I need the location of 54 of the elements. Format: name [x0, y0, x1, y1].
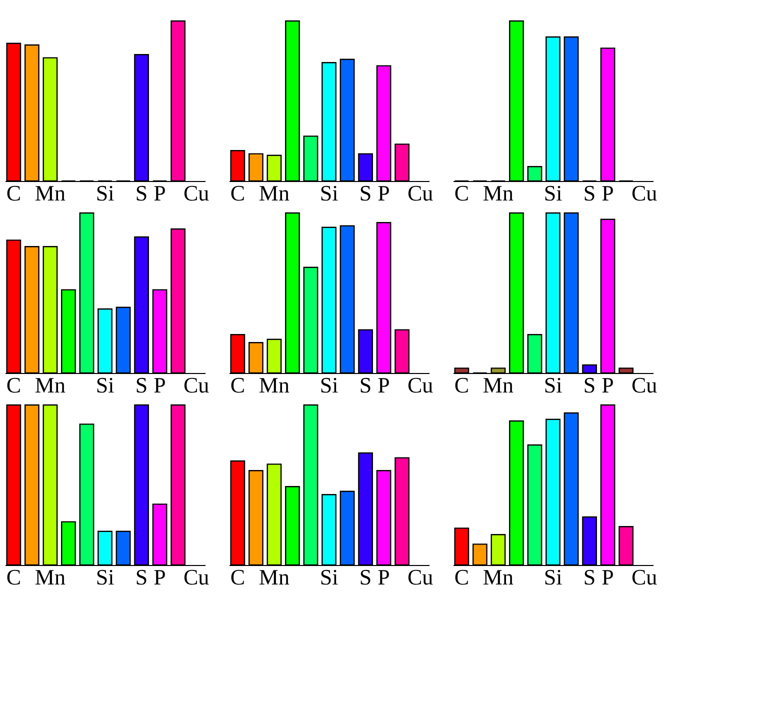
x-tick-label: Si [544, 564, 562, 590]
x-tick-label: Cu [183, 372, 210, 398]
x-tick-label: Si [320, 564, 338, 590]
x-tick-label: Cu [407, 564, 434, 590]
x-tick-label: Si [544, 372, 562, 398]
x-tick-label: Cu [183, 180, 210, 206]
x-tick-label: Mn [258, 564, 290, 590]
x-tick-label: Si [320, 372, 338, 398]
x-tick-label: Si [96, 180, 114, 206]
x-tick-label: Si [96, 372, 114, 398]
x-tick-label: P [378, 180, 390, 206]
x-tick-label: S [359, 180, 372, 206]
x-tick-label: Mn [34, 372, 66, 398]
x-tick-label: S [135, 372, 148, 398]
x-tick-label: C [454, 372, 470, 398]
x-tick-label: Cu [407, 180, 434, 206]
x-tick-label: C [230, 564, 246, 590]
x-tick-label: Cu [631, 180, 658, 206]
x-tick-label: Si [96, 564, 114, 590]
x-tick-label: Mn [482, 372, 514, 398]
x-tick-label: C [6, 372, 22, 398]
x-tick-label: Si [320, 180, 338, 206]
x-tick-label: Cu [407, 372, 434, 398]
x-tick-label: S [583, 372, 596, 398]
x-tick-label: P [378, 372, 390, 398]
x-tick-label: S [583, 564, 596, 590]
x-tick-label: P [602, 372, 614, 398]
x-tick-label: Mn [34, 564, 66, 590]
x-tick-label: S [135, 564, 148, 590]
x-tick-label: Mn [258, 180, 290, 206]
x-tick-label: S [359, 372, 372, 398]
x-tick-label: Si [544, 180, 562, 206]
x-tick-label: S [135, 180, 148, 206]
x-tick-label: Cu [631, 564, 658, 590]
x-tick-label: P [154, 372, 166, 398]
x-tick-label: P [154, 564, 166, 590]
x-tick-label: Mn [34, 180, 66, 206]
x-tick-label: C [6, 180, 22, 206]
x-tick-label: C [230, 180, 246, 206]
x-tick-label: C [230, 372, 246, 398]
x-tick-label: Mn [258, 372, 290, 398]
x-tick-label: Mn [482, 180, 514, 206]
x-tick-label: C [454, 180, 470, 206]
x-tick-label: S [359, 564, 372, 590]
x-tick-label: P [154, 180, 166, 206]
x-tick-label: Cu [631, 372, 658, 398]
x-tick-label: C [454, 564, 470, 590]
x-tick-label: S [583, 180, 596, 206]
x-tick-label: P [602, 564, 614, 590]
x-tick-label: P [602, 180, 614, 206]
x-tick-label: P [378, 564, 390, 590]
x-tick-label: C [6, 564, 22, 590]
x-tick-label: Cu [183, 564, 210, 590]
x-tick-label: Mn [482, 564, 514, 590]
